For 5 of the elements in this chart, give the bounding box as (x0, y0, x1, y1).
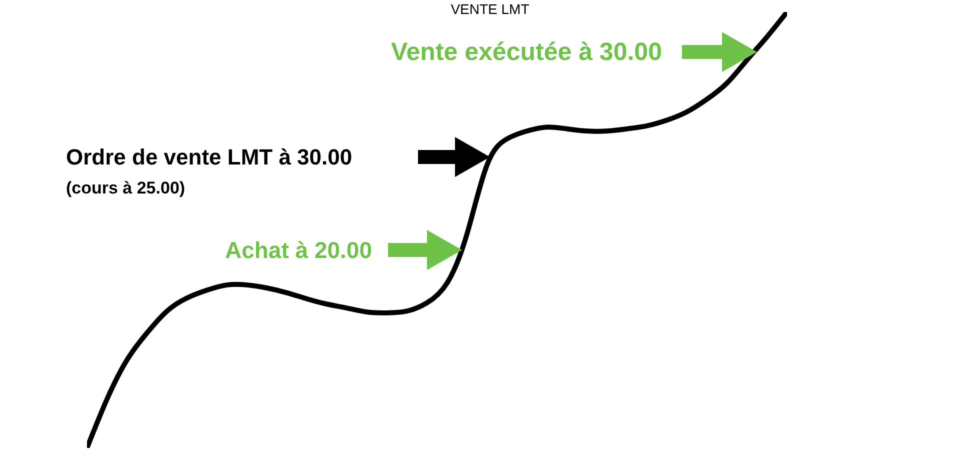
annotation: Vente exécutée à 30.00 (390, 38, 662, 66)
annotation: Ordre de vente LMT à 30.00 (66, 144, 352, 170)
annotation: (cours à 25.00) (66, 178, 186, 198)
annotation: Achat à 20.00 (224, 237, 372, 263)
chart-title: VENTE LMT (450, 1, 530, 17)
